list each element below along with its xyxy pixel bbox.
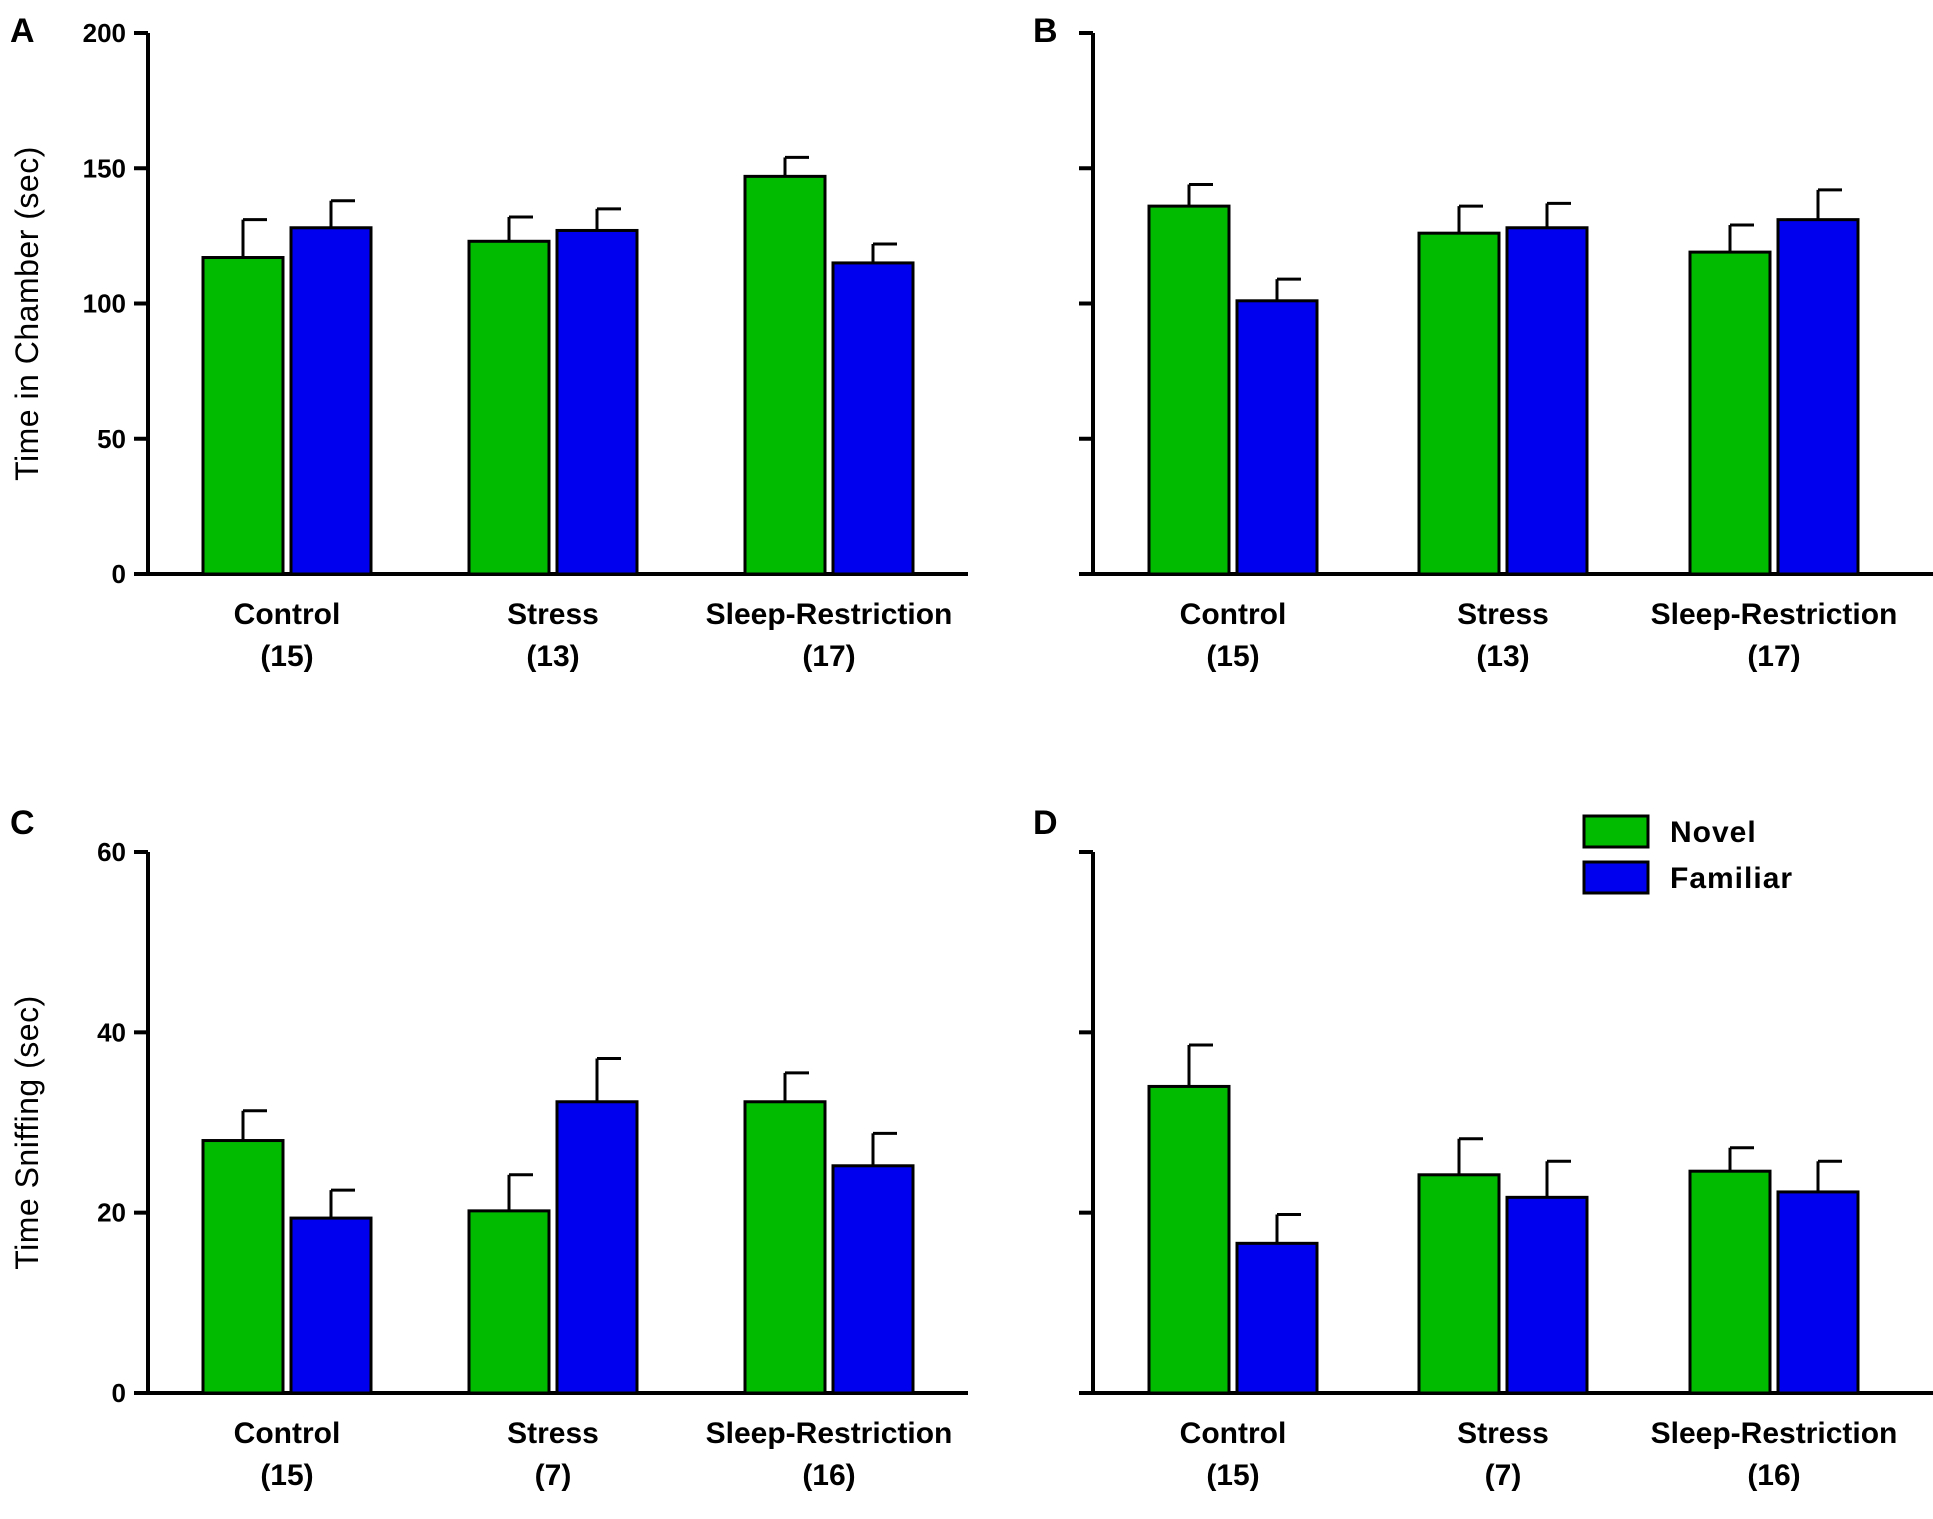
- bar-novel-stress: [1417, 231, 1501, 576]
- y-tick-label: 200: [83, 18, 126, 48]
- y-tick-label: 50: [97, 424, 126, 454]
- category-n-label: (17): [1747, 640, 1800, 673]
- category-n-label: (7): [1485, 1459, 1522, 1492]
- legend: Novel Familiar: [1582, 814, 1793, 895]
- bar-novel-sleep-restriction: [743, 174, 827, 576]
- panel-b: B Control (15) Stress (13) Sleep-Restriction (…: [1033, 12, 1933, 673]
- bar-familiar-stress: [555, 228, 639, 576]
- panel-c: C 0 20 40 60 Time Sniffing (sec) Control (15) St…: [9, 804, 968, 1492]
- category-n-label: (15): [260, 1459, 313, 1492]
- panel-a: A 0 50 100 150 200 Time in Chamber (sec) Contro…: [9, 12, 968, 673]
- category-label: Control: [1180, 598, 1287, 631]
- category-label: Stress: [507, 1417, 599, 1450]
- y-tick-label: 0: [112, 559, 126, 589]
- bar-novel-stress: [467, 239, 551, 576]
- category-n-label: (16): [1747, 1459, 1800, 1492]
- category-n-label: (15): [260, 640, 313, 673]
- legend-familiar-swatch: [1582, 860, 1650, 895]
- bar-novel-control: [1147, 204, 1231, 576]
- y-tick-label: 40: [97, 1017, 126, 1047]
- y-tick-label: 20: [97, 1198, 126, 1228]
- bar-novel-stress: [1417, 1173, 1501, 1395]
- bar-familiar-control: [1235, 299, 1319, 576]
- y-tick-label: 100: [83, 289, 126, 319]
- category-label: Control: [234, 1417, 341, 1450]
- y-axis-title: Time in Chamber (sec): [9, 146, 45, 481]
- category-label: Control: [1180, 1417, 1287, 1450]
- category-n-label: (15): [1206, 640, 1259, 673]
- bar-novel-control: [201, 256, 285, 576]
- category-n-label: (13): [1476, 640, 1529, 673]
- panel-label: B: [1033, 12, 1058, 50]
- bar-familiar-sleep-restriction: [1776, 218, 1860, 576]
- panel-label: C: [10, 804, 35, 842]
- category-label: Sleep-Restriction: [706, 1417, 953, 1450]
- category-n-label: (16): [802, 1459, 855, 1492]
- bar-familiar-stress: [1505, 226, 1589, 576]
- category-label: Sleep-Restriction: [706, 598, 953, 631]
- bar-familiar-sleep-restriction: [1776, 1190, 1860, 1395]
- category-label: Sleep-Restriction: [1651, 598, 1898, 631]
- bar-familiar-control: [1235, 1241, 1319, 1395]
- panel-label: A: [10, 12, 35, 50]
- bar-novel-sleep-restriction: [743, 1100, 827, 1395]
- bar-novel-sleep-restriction: [1688, 250, 1772, 576]
- category-label: Stress: [1457, 598, 1549, 631]
- category-n-label: (13): [526, 640, 579, 673]
- category-n-label: (15): [1206, 1459, 1259, 1492]
- category-n-label: (7): [535, 1459, 572, 1492]
- legend-novel-swatch: [1582, 814, 1650, 849]
- bar-familiar-stress: [1505, 1195, 1589, 1395]
- bar-familiar-stress: [555, 1100, 639, 1395]
- category-label: Stress: [507, 598, 599, 631]
- y-tick-label: 150: [83, 153, 126, 183]
- panel-label: D: [1033, 804, 1058, 842]
- panel-d: D Control (15) Stress (7) Sleep-Restriction (1…: [1033, 804, 1933, 1492]
- category-label: Stress: [1457, 1417, 1549, 1450]
- bar-novel-control: [201, 1139, 285, 1395]
- category-n-label: (17): [802, 640, 855, 673]
- category-label: Sleep-Restriction: [1651, 1417, 1898, 1450]
- bar-familiar-control: [289, 226, 373, 576]
- bar-familiar-sleep-restriction: [831, 261, 915, 576]
- legend-familiar-label: Familiar: [1670, 862, 1793, 895]
- bar-novel-stress: [467, 1209, 551, 1395]
- y-axis-title: Time Sniffing (sec): [9, 995, 45, 1269]
- category-label: Control: [234, 598, 341, 631]
- bar-novel-sleep-restriction: [1688, 1169, 1772, 1395]
- y-tick-label: 60: [97, 837, 126, 867]
- bar-familiar-control: [289, 1216, 373, 1395]
- bar-familiar-sleep-restriction: [831, 1164, 915, 1395]
- legend-novel-label: Novel: [1670, 816, 1757, 849]
- y-tick-label: 0: [112, 1378, 126, 1408]
- bar-novel-control: [1147, 1084, 1231, 1395]
